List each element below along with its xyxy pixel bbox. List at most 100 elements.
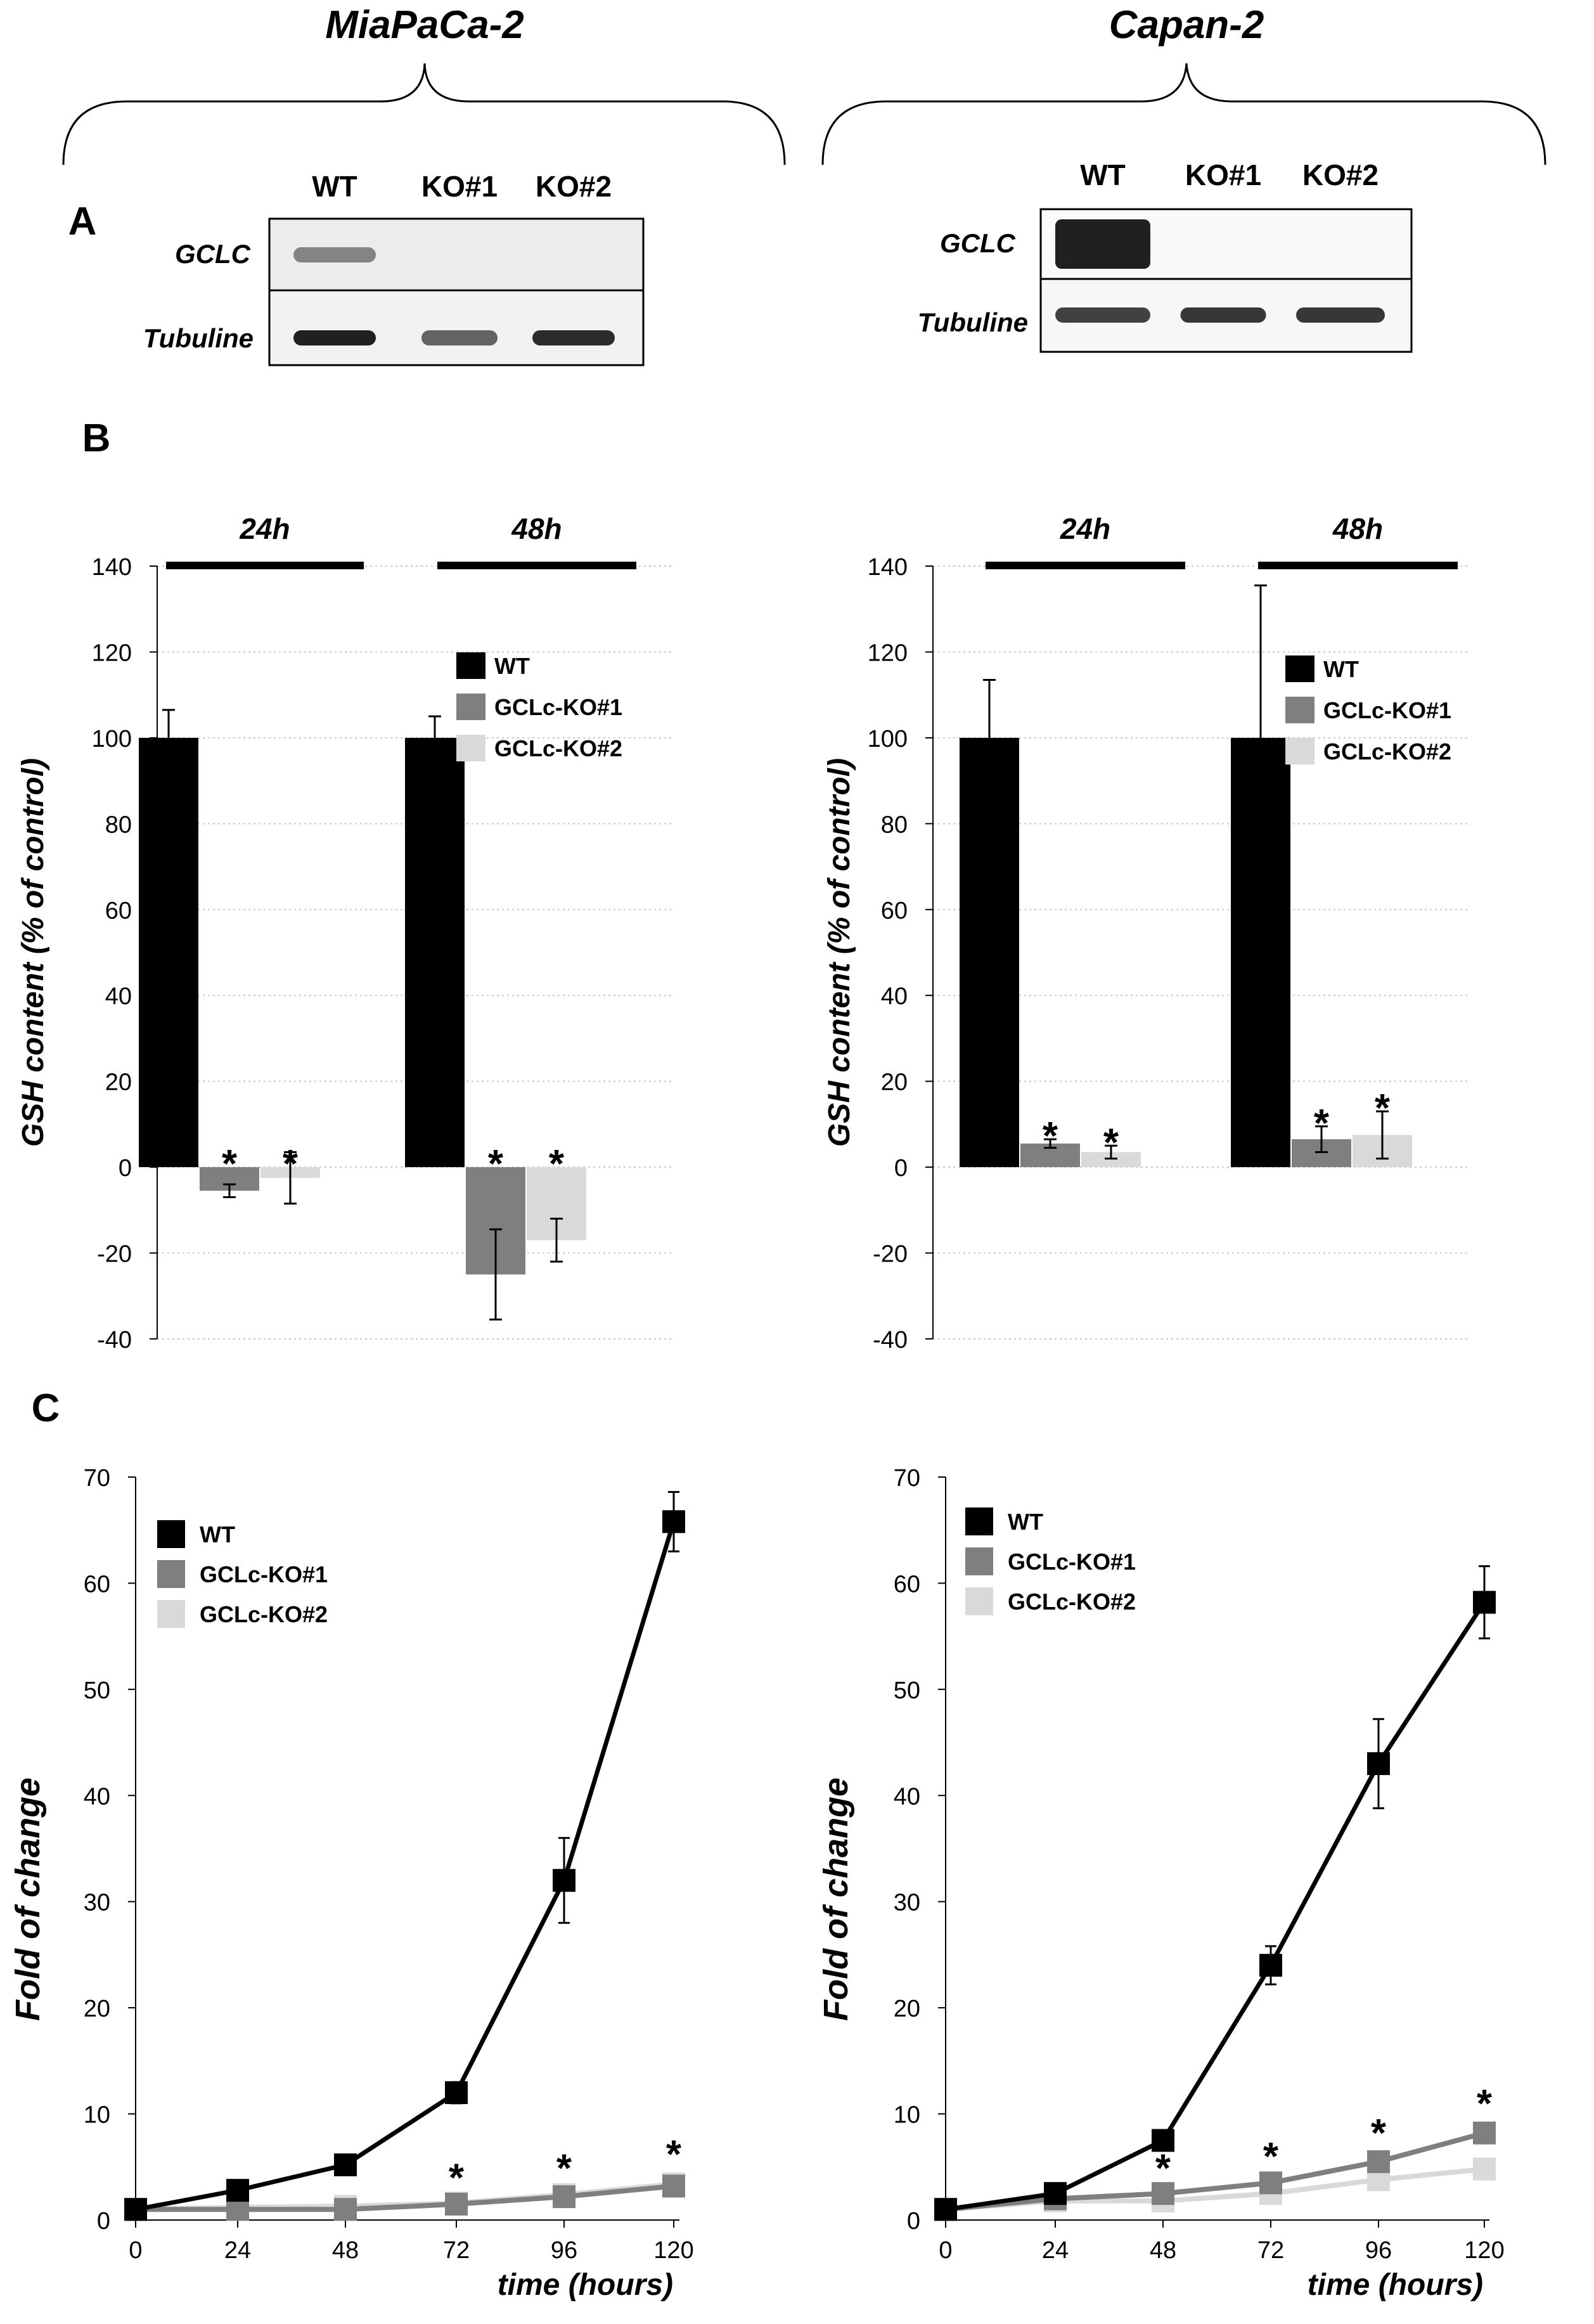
line-left-series-gclc-ko#1 [136,2183,674,2212]
bar-left-significance-star: * [549,1142,565,1186]
bar-left-wt-48h [405,737,465,1168]
line-left-marker-gclc-ko#1 [226,2198,249,2221]
blot-left-band-tubuline-lane-3 [532,330,615,345]
bar-right-ytick-label: 100 [868,726,908,752]
bar-right-y-axis-label: GSH content (% of control) [823,758,856,1147]
bar-left-legend-label-0: WT [494,653,530,679]
line-right-xtick-label: 96 [1365,2237,1392,2264]
bar-right-ytick-label: 0 [894,1155,908,1182]
line-right-marker-wt [934,2198,957,2221]
gsh-bar-chart-left: 140 120 100 80 60 40 20 0 -20 -40 GSH content (% o… [16,512,672,1353]
blot-right-lane-wt: WT [1080,158,1126,191]
line-left-xtick-label: 24 [224,2237,251,2264]
line-right-xtick-label: 48 [1150,2237,1176,2264]
blot-left-lane-ko2: KO#2 [536,170,612,203]
brace-right [821,63,1546,165]
line-left-marker-gclc-ko#1 [553,2185,575,2209]
bar-right-group-line-24h [986,562,1185,569]
line-left-legend-swatch-2 [157,1600,185,1628]
line-right-ytick-label: 0 [907,2208,920,2235]
blot-right-lane-ko1: KO#1 [1185,158,1261,191]
line-left-ytick-label: 40 [84,1783,110,1810]
bar-right-group-label-24h: 24h [1060,512,1110,545]
bar-left-legend-label-1: GCLc-KO#1 [494,694,622,720]
line-left-legend-label-2: GCLc-KO#2 [200,1601,328,1627]
line-right-xtick-label: 0 [939,2237,952,2264]
bar-left-ytick-label: 40 [105,983,132,1010]
bar-right-ytick-label: 20 [881,1069,908,1096]
line-right-xtick-label: 72 [1257,2237,1284,2264]
blot-left-band-tubuline-lane-2 [421,330,498,345]
blot-left-lane-wt: WT [312,170,357,203]
line-right-legend-swatch-2 [965,1587,993,1615]
brace-left [62,63,786,165]
bar-right-ytick-label: -20 [873,1241,908,1268]
line-right-significance-star: * [1263,2135,1279,2179]
blot-left-lane-ko1: KO#1 [421,170,498,203]
line-left-legend-label-1: GCLc-KO#1 [200,1561,328,1587]
line-left-marker-wt [553,1869,575,1892]
line-left-xtick-label: 48 [332,2237,359,2264]
line-right-y-axis-label: Fold of change [817,1778,855,2021]
bar-left-legend-swatch-0 [456,652,485,679]
line-left-marker-gclc-ko#1 [445,2192,468,2216]
bar-right-group-line-48h [1258,562,1458,569]
bar-right-legend-label-0: WT [1323,656,1359,682]
bar-left-y-axis-label: GSH content (% of control) [16,758,50,1147]
panel-label-c: C [32,1386,60,1430]
bar-left-group-line-24h [166,562,364,569]
blot-right-lane-ko2: KO#2 [1302,158,1379,191]
line-right-marker-wt [1152,2129,1174,2152]
bar-left-legend-label-2: GCLc-KO#2 [494,735,622,761]
bar-left-ytick-label: -20 [97,1241,132,1268]
blot-right-row-gclc: GCLC [940,228,1016,258]
bar-right-legend-label-2: GCLc-KO#2 [1323,739,1451,765]
bar-right-legend-swatch-1 [1285,697,1314,723]
line-right-ytick-label: 30 [894,1890,920,1916]
bar-right-ytick-label: 60 [881,898,908,924]
line-right-ytick-label: 10 [894,2102,920,2129]
bar-right-significance-star: * [1375,1087,1391,1130]
line-left-ytick-label: 10 [84,2102,110,2129]
bar-left-ytick-label: 0 [119,1155,132,1182]
bar-left-significance-star: * [488,1142,504,1186]
bar-right-significance-star: * [1043,1114,1058,1158]
line-right-ytick-label: 20 [894,1996,920,2022]
line-left-significance-star: * [666,2133,682,2177]
bar-right-legend-label-1: GCLc-KO#1 [1323,697,1451,723]
bar-left-legend-swatch-1 [456,694,485,720]
line-right-ytick-label: 70 [894,1465,920,1492]
line-left-marker-gclc-ko#1 [662,2174,685,2198]
line-right-ytick-label: 50 [894,1677,920,1704]
line-right-marker-wt [1044,2182,1067,2205]
line-left-legend-label-0: WT [200,1521,235,1547]
header-left: MiaPaCa-2 [62,3,786,165]
western-blot-left: WT KO#1 KO#2 GCLC Tubuline [143,170,645,366]
line-left-y-axis-label: Fold of change [9,1778,47,2021]
growth-line-chart-right: 70 60 50 40 30 20 10 00 24 48 72 96 120 time (hours) F… [817,1465,1505,2302]
line-right-significance-star: * [1477,2082,1493,2126]
line-right-ytick-label: 40 [894,1783,920,1810]
panel-label-b: B [82,416,111,460]
blot-right-band-tubuline-lane-3 [1296,307,1385,323]
bar-left-ytick-label: 120 [92,640,132,666]
line-left-ytick-label: 0 [97,2208,110,2235]
line-left-x-axis-label: time (hours) [498,2268,673,2302]
line-left-ytick-label: 60 [84,1571,110,1598]
line-right-ytick-label: 60 [894,1571,920,1598]
gsh-bar-chart-right: 140 120 100 80 60 40 20 0 -20 -40 GSH content (% o… [823,512,1469,1353]
line-right-marker-wt [1473,1591,1496,1614]
line-left-significance-star: * [449,2157,465,2200]
line-left-xtick-label: 120 [653,2237,693,2264]
bar-right-significance-star: * [1103,1121,1119,1165]
line-right-legend-label-1: GCLc-KO#1 [1008,1549,1136,1575]
bar-right-ytick-label: 120 [868,640,908,666]
bar-left-ytick-label: -40 [97,1327,132,1353]
blot-left-band-tubuline-lane-1 [293,330,376,345]
blot-left-row-tubuline: Tubuline [143,323,254,353]
bar-right-significance-star: * [1314,1102,1330,1146]
line-right-xtick-label: 120 [1464,2237,1504,2264]
blot-left-row-gclc: GCLC [175,239,251,269]
bar-left-legend-swatch-2 [456,735,485,761]
cell-line-title-right: Capan-2 [1109,3,1264,47]
